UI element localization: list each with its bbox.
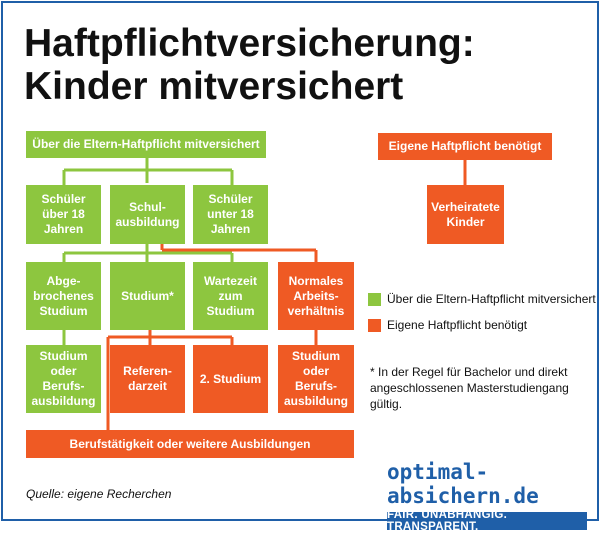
box-schueler-unter-18: Schüler unter 18 Jahren xyxy=(193,185,268,244)
brand-logo: optimal-absichern.de FAIR. UNABHÄNGIG. T… xyxy=(387,460,587,533)
brand-name: optimal-absichern.de xyxy=(387,460,539,508)
box-referendarzeit: Referen­darzeit xyxy=(110,345,185,413)
box-schulausbildung: Schul­ausbildung xyxy=(110,185,185,244)
box-studium-berufsausbildung-orange: Studium oder Berufs­ausbildung xyxy=(278,345,354,413)
box-studium-berufsausbildung-green: Studium oder Berufs­ausbildung xyxy=(26,345,101,413)
legend-label-orange: Eigene Haftpflicht benötigt xyxy=(387,318,528,332)
legend-swatch-green xyxy=(368,292,381,306)
box-wartezeit-studium: Wartezeit zum Studium xyxy=(193,262,268,330)
box-eigene-haftpflicht-header: Eigene Haftpflicht benötigt xyxy=(378,133,552,160)
brand-slogan-bar: FAIR. UNABHÄNGIG. TRANSPARENT. xyxy=(387,509,587,533)
box-abgebrochenes-studium: Abge­brochenes Studium xyxy=(26,262,101,330)
source-note: Quelle: eigene Recherchen xyxy=(26,487,172,501)
legend-label-green: Über die Eltern-Haftpflicht mitversicher… xyxy=(387,292,596,306)
box-arbeitsverhaeltnis: Normales Arbeits­verhältnis xyxy=(278,262,354,330)
connector-lines xyxy=(62,158,467,430)
box-schueler-ueber-18: Schüler über 18 Jahren xyxy=(26,185,101,244)
box-eltern-haftpflicht-header: Über die Eltern-Haftpflicht mitversicher… xyxy=(26,131,266,158)
page-title: Haftpflichtversicherung: Kinder mitversi… xyxy=(24,22,475,108)
box-verheiratete-kinder: Verheiratete Kinder xyxy=(427,185,504,244)
legend-swatch-orange xyxy=(368,318,381,332)
box-studium: Studium* xyxy=(110,262,185,330)
legend-item-orange: Eigene Haftpflicht benötigt xyxy=(368,318,527,332)
brand-slogan: FAIR. UNABHÄNGIG. TRANSPARENT. xyxy=(387,509,508,533)
box-berufstaetigkeit: Berufstätigkeit oder weitere Ausbildunge… xyxy=(26,430,354,458)
footnote: * In der Regel für Bachelor und direkt a… xyxy=(370,365,569,411)
legend-item-green: Über die Eltern-Haftpflicht mitversicher… xyxy=(368,292,596,306)
box-zweites-studium: 2. Studium xyxy=(193,345,268,413)
